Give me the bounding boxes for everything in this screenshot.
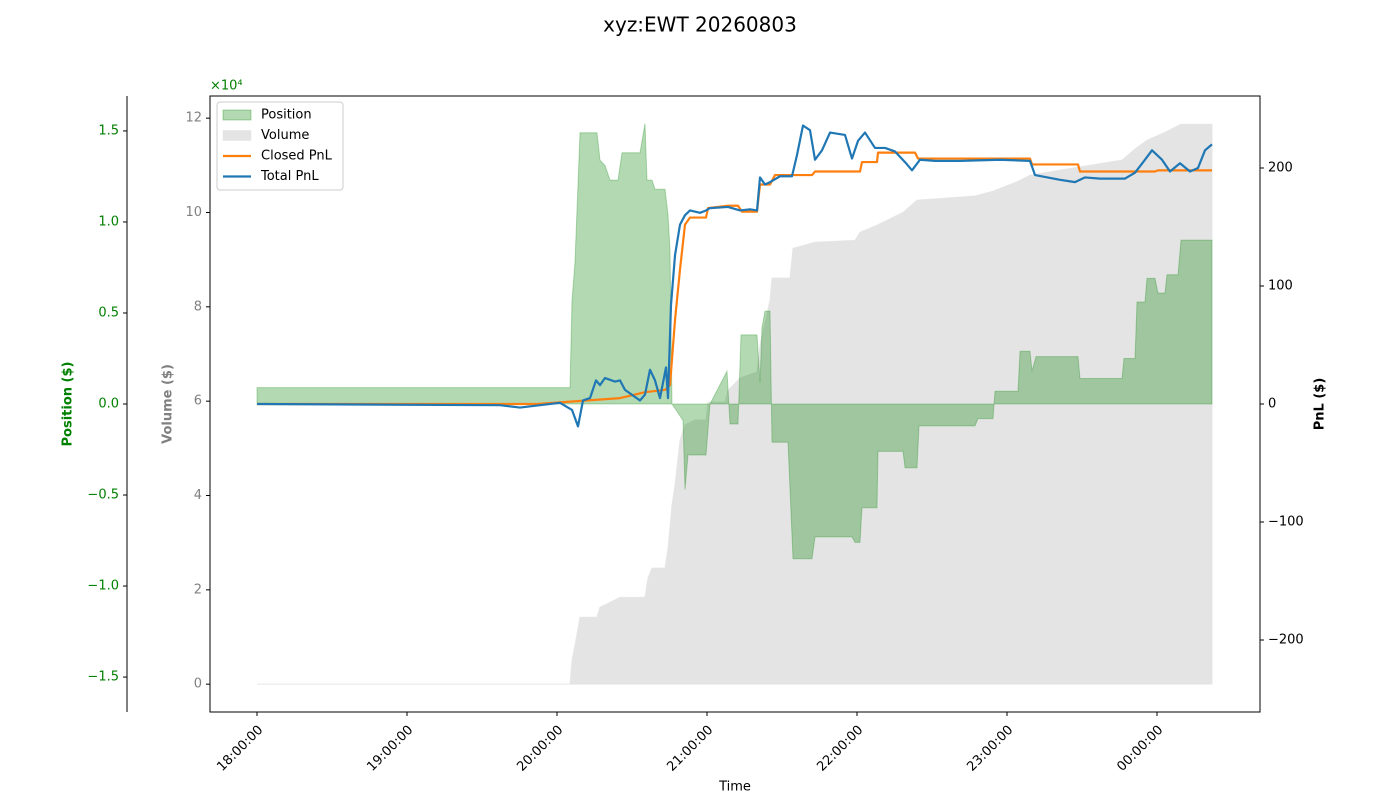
- legend-swatch: [222, 130, 252, 141]
- volume-axis-label: Volume ($): [161, 364, 176, 444]
- x-tick-label: 21:00:00: [664, 723, 716, 775]
- y3-tick-label: −0.5: [87, 488, 119, 503]
- x-tick-label: 19:00:00: [364, 723, 416, 775]
- y3-tick-label: −1.0: [87, 579, 119, 594]
- y3-tick-label: 0.5: [98, 305, 119, 320]
- y-tick-label: 10: [185, 205, 202, 220]
- legend-label: Position: [261, 108, 312, 123]
- y3-tick-label: 1.5: [98, 123, 119, 138]
- position-offset-label: ×10⁴: [210, 79, 243, 94]
- y-tick-label: 8: [194, 299, 202, 314]
- area-1: [256, 123, 1213, 560]
- y3-tick-label: 0.0: [98, 397, 119, 412]
- legend-label: Volume: [261, 128, 309, 143]
- y3-tick-label: −1.5: [87, 670, 119, 685]
- chart-title: xyz:EWT 20260803: [603, 13, 797, 37]
- pnl-axis-label: PnL ($): [1313, 378, 1328, 431]
- position-axis-label: Position ($): [61, 362, 76, 447]
- x-tick-label: 22:00:00: [814, 723, 866, 775]
- line-3: [256, 124, 1213, 428]
- x-tick-label: 00:00:00: [1114, 723, 1166, 775]
- x-tick-label: 20:00:00: [514, 723, 566, 775]
- legend-label: Total PnL: [260, 169, 319, 184]
- legend-swatch: [222, 109, 252, 121]
- y2-tick-label: −200: [1268, 633, 1304, 648]
- y-tick-label: 12: [185, 111, 202, 126]
- y2-tick-label: 200: [1268, 160, 1293, 175]
- y-tick-label: 6: [194, 394, 202, 409]
- y-tick-label: 0: [194, 677, 202, 692]
- legend-box: [216, 101, 344, 191]
- x-tick-label: 23:00:00: [964, 723, 1016, 775]
- y3-tick-label: 1.0: [98, 214, 119, 229]
- y-tick-label: 4: [194, 488, 202, 503]
- y2-tick-label: −100: [1268, 515, 1304, 530]
- legend: Position Volume Closed PnL Total PnL: [216, 101, 344, 191]
- x-axis-label: Time: [718, 780, 751, 795]
- y-tick-label: 2: [194, 582, 202, 597]
- y2-tick-label: 0: [1268, 397, 1276, 412]
- x-tick-label: 18:00:00: [214, 723, 266, 775]
- y2-tick-label: 100: [1268, 278, 1293, 293]
- legend-label: Closed PnL: [261, 149, 333, 164]
